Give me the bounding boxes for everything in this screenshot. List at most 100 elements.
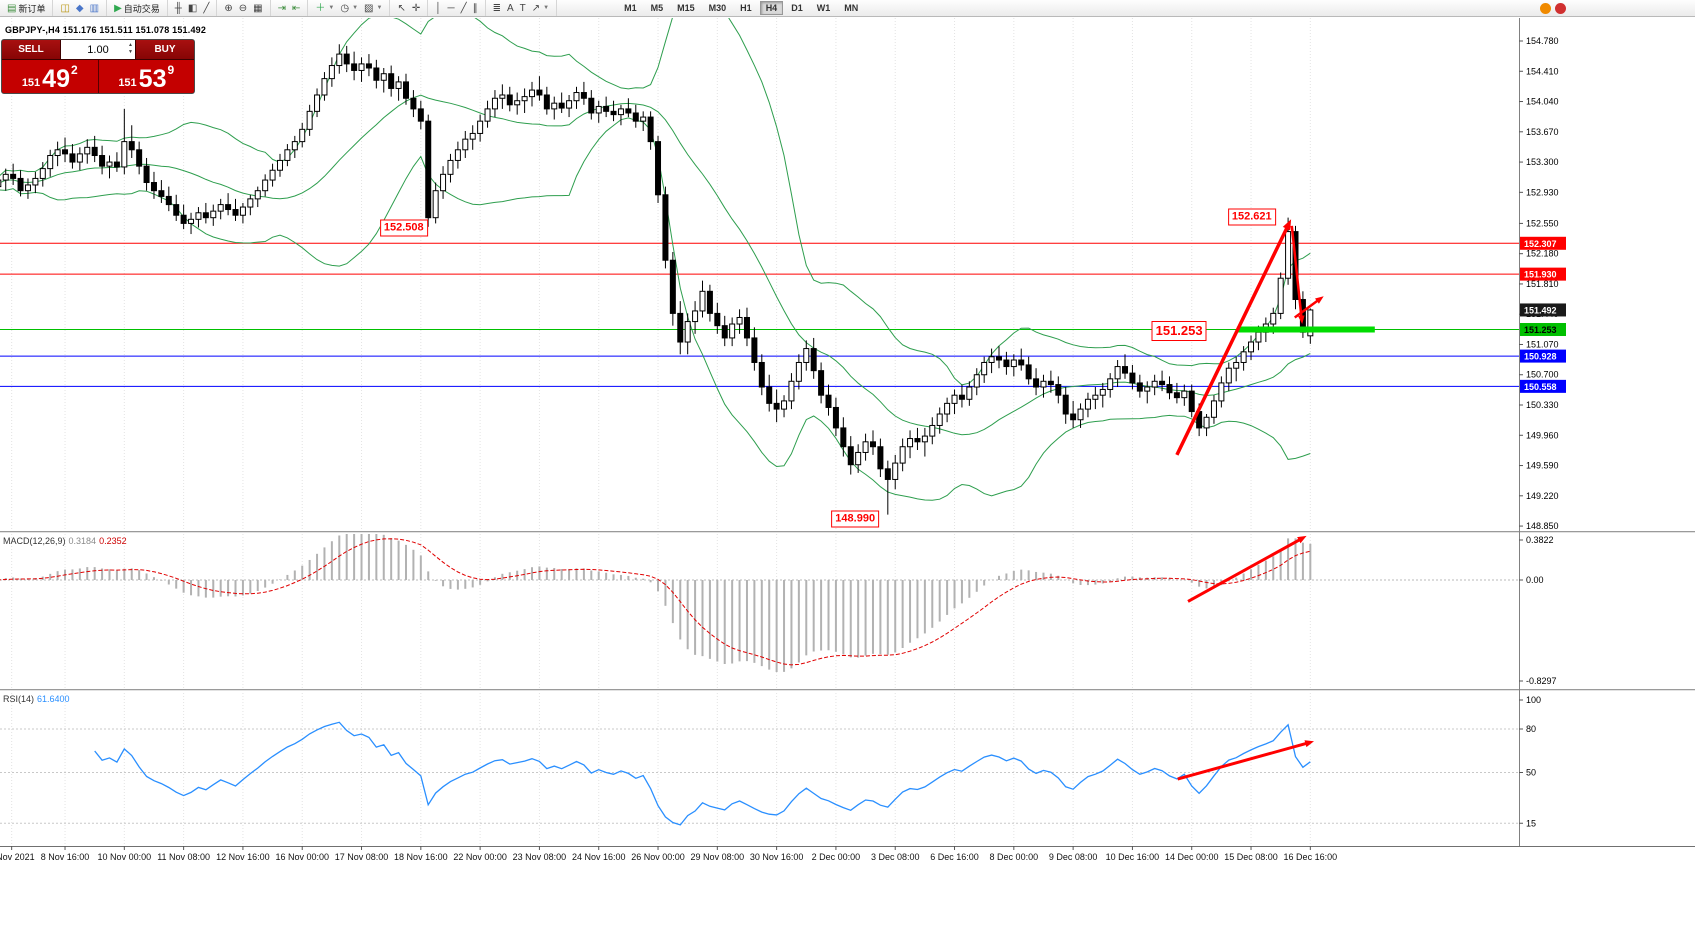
periods-icon: ◷ bbox=[340, 2, 350, 14]
cursor-icon[interactable]: ↖ bbox=[394, 1, 408, 16]
svg-text:30 Nov 16:00: 30 Nov 16:00 bbox=[750, 852, 804, 862]
trendline-icon[interactable]: ╱ bbox=[458, 1, 470, 16]
timeframe-w1-button[interactable]: W1 bbox=[816, 3, 831, 13]
templates-icon[interactable]: ▨ ▼ bbox=[361, 1, 385, 16]
price-annotation-151253[interactable]: 151.253 bbox=[1151, 321, 1207, 342]
fibonacci-icon[interactable]: ≣ bbox=[490, 1, 504, 16]
price-annotation-148990[interactable]: 148.990 bbox=[831, 510, 880, 528]
svg-text:17 Nov 08:00: 17 Nov 08:00 bbox=[335, 852, 389, 862]
buy-price-button[interactable]: 151 53 9 bbox=[98, 60, 194, 93]
price-annotation-152508[interactable]: 152.508 bbox=[379, 219, 428, 237]
text-icon[interactable]: A bbox=[504, 1, 517, 16]
svg-text:15 Dec 08:00: 15 Dec 08:00 bbox=[1224, 852, 1278, 862]
indicators-icon: ＋ bbox=[315, 2, 326, 14]
terminal-icon[interactable]: ▥ bbox=[87, 1, 102, 16]
svg-text:24 Nov 16:00: 24 Nov 16:00 bbox=[572, 852, 626, 862]
svg-text:8 Nov 16:00: 8 Nov 16:00 bbox=[41, 852, 90, 862]
line-chart-icon[interactable]: ╱ bbox=[200, 1, 212, 16]
buy-button[interactable]: BUY bbox=[136, 40, 194, 59]
svg-text:152.550: 152.550 bbox=[1526, 218, 1559, 228]
sell-button[interactable]: SELL bbox=[2, 40, 60, 59]
zoom-in-icon[interactable]: ⊕ bbox=[221, 1, 235, 16]
main-price-panel[interactable] bbox=[0, 0, 1519, 515]
crosshair-icon[interactable]: ✛ bbox=[409, 1, 423, 16]
macd-panel[interactable] bbox=[0, 534, 1519, 673]
trendline-icon: ╱ bbox=[460, 2, 467, 14]
svg-text:149.590: 149.590 bbox=[1526, 461, 1559, 471]
auto-scroll-icon[interactable]: ⇥ bbox=[275, 1, 289, 16]
rsi-name: RSI(14) bbox=[3, 694, 35, 704]
svg-text:14 Dec 00:00: 14 Dec 00:00 bbox=[1165, 852, 1219, 862]
price-annotation-152621[interactable]: 152.621 bbox=[1227, 208, 1276, 226]
profiles-icon[interactable]: ◆ bbox=[73, 1, 87, 16]
volume-input[interactable]: 1.00 ▲ ▼ bbox=[60, 40, 136, 59]
rsi-line bbox=[94, 721, 1311, 826]
volume-value: 1.00 bbox=[87, 43, 109, 56]
buy-price-prefix: 151 bbox=[118, 77, 137, 89]
charts-grid-icon[interactable]: ◫ bbox=[57, 1, 72, 16]
sell-price-big: 49 bbox=[42, 65, 70, 93]
autotrade-button-label: 自动交易 bbox=[123, 3, 160, 14]
svg-text:16 Nov 00:00: 16 Nov 00:00 bbox=[275, 852, 329, 862]
timeframe-h1-button[interactable]: H1 bbox=[740, 3, 752, 13]
svg-text:154.410: 154.410 bbox=[1526, 66, 1559, 76]
svg-text:5 Nov 2021: 5 Nov 2021 bbox=[0, 852, 35, 862]
periods-icon[interactable]: ◷ ▼ bbox=[337, 1, 361, 16]
line-chart-icon: ╱ bbox=[203, 2, 210, 14]
bollinger-middle bbox=[0, 94, 1311, 436]
timeframe-m15-button[interactable]: M15 bbox=[677, 3, 695, 13]
zoom-out-icon: ⊖ bbox=[238, 2, 248, 14]
fibonacci-icon: ≣ bbox=[492, 2, 501, 14]
text-icon: A bbox=[506, 2, 514, 14]
arrows-tool-icon[interactable]: ↗ ▼ bbox=[529, 1, 552, 16]
timeframe-m5-button[interactable]: M5 bbox=[650, 3, 664, 13]
timeframe-h4-button[interactable]: H4 bbox=[759, 1, 784, 15]
svg-text:29 Nov 08:00: 29 Nov 08:00 bbox=[691, 852, 745, 862]
main-toolbar: ▤ 新订单 ◫ ◆ ▥ ▶ 自动交易 ╫ ◧ ╱ ⊕ ⊖ ▦ ⇥ ⇤ ＋ ▼ ◷ ▼ ▨ ▼ ↖ ✛ │ ─ ╱ ∥ ≣ A T ↗ ▼ M1 M… bbox=[0, 0, 1695, 17]
new-order-button[interactable]: ▤ 新订单 bbox=[4, 1, 48, 16]
buy-price-pip: 9 bbox=[167, 63, 175, 77]
bar-chart-icon[interactable]: ╫ bbox=[172, 1, 185, 16]
svg-text:12 Nov 16:00: 12 Nov 16:00 bbox=[216, 852, 270, 862]
timeframe-m1-button[interactable]: M1 bbox=[624, 3, 637, 13]
tile-windows-icon[interactable]: ▦ bbox=[250, 1, 265, 16]
svg-text:0.3822: 0.3822 bbox=[1526, 535, 1554, 545]
ohlc-values: 151.176 151.511 151.078 151.492 bbox=[62, 25, 207, 35]
rsi-panel[interactable] bbox=[0, 721, 1519, 826]
indicators-icon[interactable]: ＋ ▼ bbox=[312, 1, 337, 16]
timeframe-d1-button[interactable]: D1 bbox=[791, 3, 803, 13]
horizontal-line-icon[interactable]: ─ bbox=[444, 1, 457, 16]
chart-shift-icon[interactable]: ⇤ bbox=[289, 1, 303, 16]
svg-text:152.180: 152.180 bbox=[1526, 249, 1559, 259]
news-icon[interactable] bbox=[1555, 2, 1566, 14]
timeframe-mn-button[interactable]: MN bbox=[844, 3, 859, 13]
templates-icon-dropdown[interactable]: ▼ bbox=[376, 5, 383, 11]
candlestick-series bbox=[0, 44, 1314, 515]
svg-text:16 Dec 16:00: 16 Dec 16:00 bbox=[1284, 852, 1338, 862]
help-icon[interactable] bbox=[1540, 2, 1551, 14]
macd-name: MACD(12,26,9) bbox=[3, 536, 66, 546]
price-axis[interactable]: 154.780 154.410 154.040 153.670 153.300 152.9… bbox=[1519, 36, 1559, 531]
svg-text:151.070: 151.070 bbox=[1526, 339, 1559, 349]
price-badges: 152.307 151.930 151.253 150.928 150.558 151.4… bbox=[1520, 236, 1566, 393]
svg-text:150.700: 150.700 bbox=[1526, 370, 1559, 380]
indicators-icon-dropdown[interactable]: ▼ bbox=[328, 5, 335, 11]
periods-icon-dropdown[interactable]: ▼ bbox=[352, 5, 359, 11]
svg-text:50: 50 bbox=[1526, 768, 1536, 778]
label-icon[interactable]: T bbox=[517, 1, 529, 16]
arrows-tool-icon-dropdown[interactable]: ▼ bbox=[543, 5, 550, 11]
volume-down-button[interactable]: ▼ bbox=[128, 49, 133, 55]
zoom-out-icon[interactable]: ⊖ bbox=[236, 1, 250, 16]
timeframe-m30-button[interactable]: M30 bbox=[708, 3, 727, 13]
trend-arrows[interactable] bbox=[1175, 219, 1324, 781]
sell-price-button[interactable]: 151 49 2 bbox=[2, 60, 99, 93]
channel-icon[interactable]: ∥ bbox=[470, 1, 481, 16]
time-axis[interactable]: 5 Nov 2021 8 Nov 16:00 10 Nov 00:00 11 Nov … bbox=[0, 846, 1337, 862]
svg-text:8 Dec 00:00: 8 Dec 00:00 bbox=[990, 852, 1039, 862]
autotrade-button[interactable]: ▶ 自动交易 bbox=[111, 1, 163, 16]
candlestick-chart-icon[interactable]: ◧ bbox=[185, 1, 200, 16]
volume-up-button[interactable]: ▲ bbox=[128, 42, 133, 48]
svg-text:0.00: 0.00 bbox=[1526, 575, 1544, 585]
vertical-line-icon[interactable]: │ bbox=[432, 1, 444, 16]
